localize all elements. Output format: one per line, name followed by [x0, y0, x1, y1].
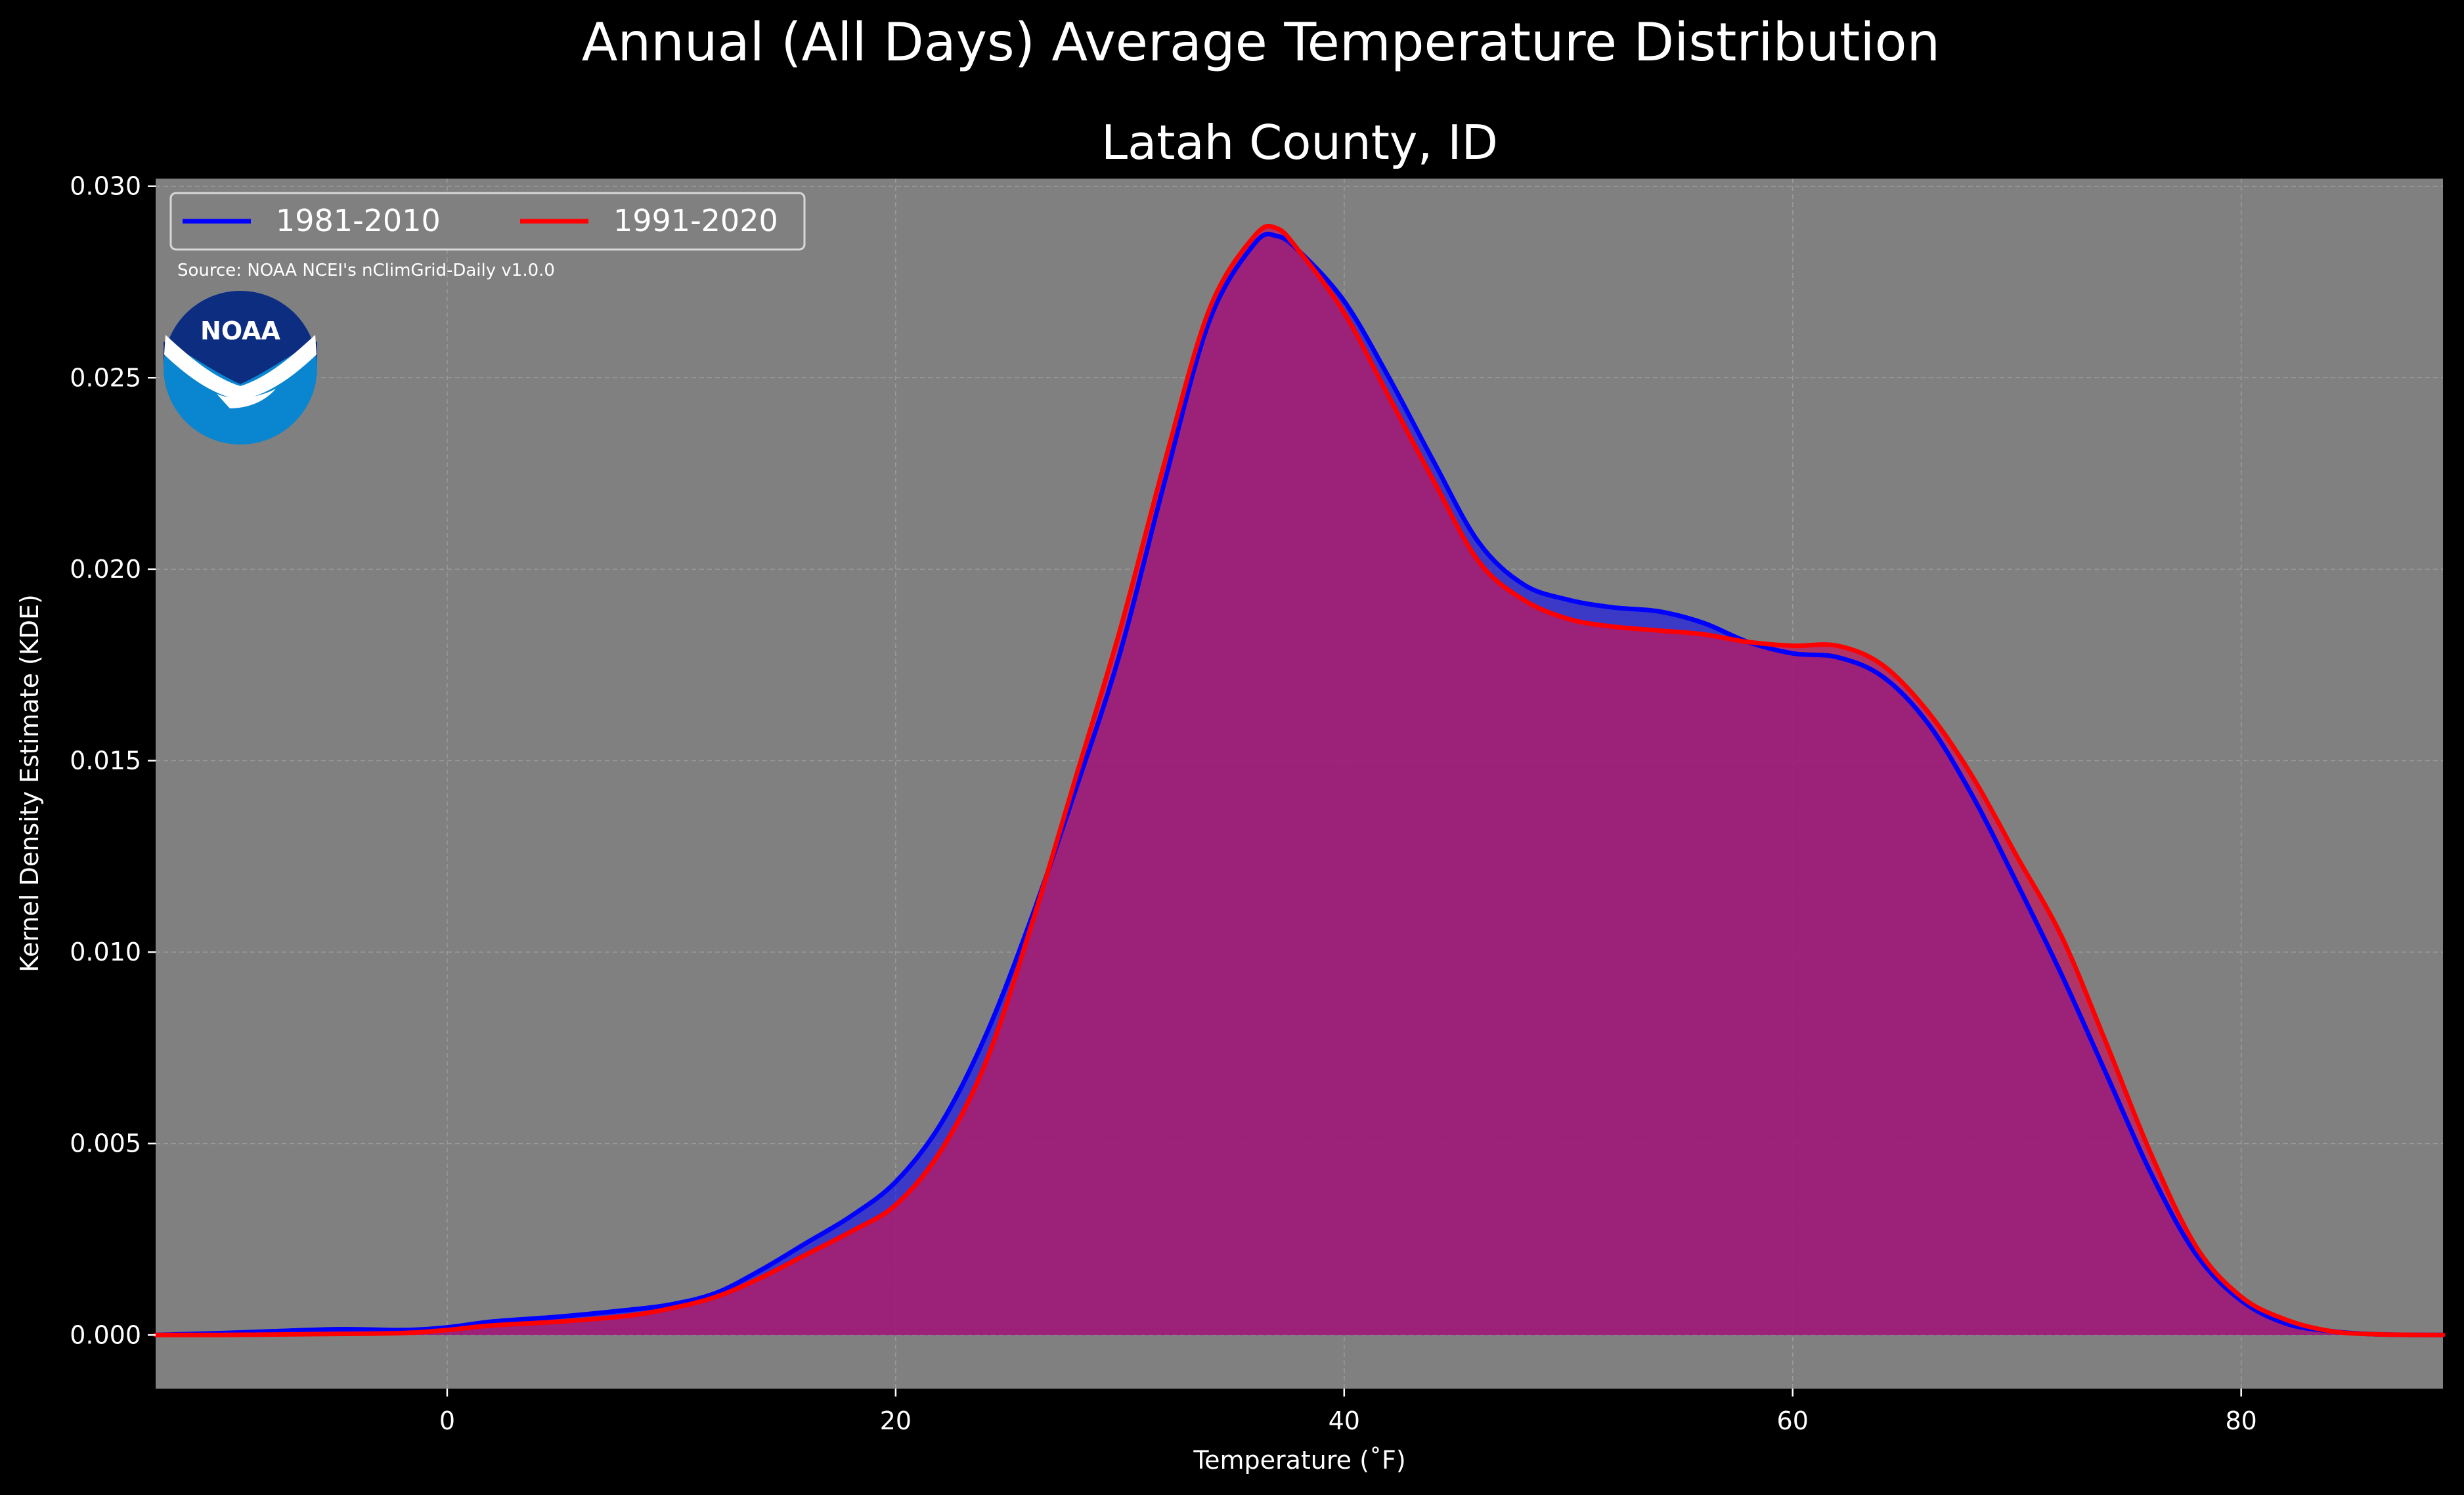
x-tick-label: 40	[1329, 1406, 1360, 1435]
x-tick-label: 20	[880, 1406, 912, 1435]
chart-subtitle: Latah County, ID	[1101, 115, 1498, 170]
noaa-logo: NOAA	[164, 291, 317, 444]
y-axis-label: Kernel Density Estimate (KDE)	[15, 594, 44, 972]
x-tick-label: 0	[439, 1406, 455, 1435]
y-tick-label: 0.010	[70, 938, 141, 966]
y-tick-label: 0.020	[70, 555, 141, 584]
y-tick-label: 0.015	[70, 747, 141, 775]
y-tick-label: 0.030	[70, 172, 141, 201]
y-tick-label: 0.025	[70, 363, 141, 392]
x-tick-label: 60	[1777, 1406, 1809, 1435]
x-tick-label: 80	[2225, 1406, 2256, 1435]
series-lines	[153, 223, 2446, 1337]
series-fills	[156, 226, 2443, 1335]
series-fill-1991-2020	[156, 226, 2443, 1335]
y-axis: 0.000 0.005 0.010 0.015 0.020 0.025 0.030	[70, 172, 156, 1349]
legend-label-1991-2020: 1991-2020	[613, 203, 778, 238]
x-axis-label: Temperature (˚F)	[1193, 1446, 1405, 1475]
svg-text:NOAA: NOAA	[200, 316, 280, 345]
legend-label-1981-2010: 1981-2010	[276, 203, 441, 238]
source-note: Source: NOAA NCEI's nClimGrid-Daily v1.0…	[177, 261, 555, 280]
series-line-1991-2020	[153, 223, 2446, 1337]
legend: 1981-2010 1991-2020	[169, 192, 806, 251]
x-axis: 0 20 40 60 80	[439, 1389, 2257, 1435]
y-tick-label: 0.005	[70, 1129, 141, 1158]
y-tick-label: 0.000	[70, 1320, 141, 1349]
chart-title: Annual (All Days) Average Temperature Di…	[582, 12, 1940, 73]
legend-box	[169, 192, 806, 251]
